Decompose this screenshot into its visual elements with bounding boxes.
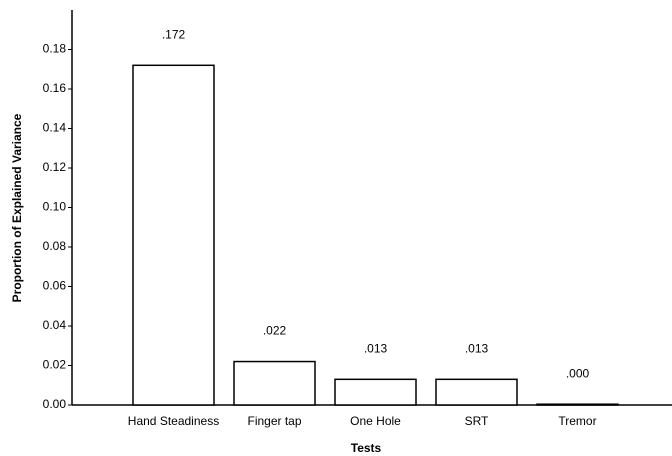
y-tick-label: 0.14 [43, 121, 67, 135]
x-tick-label: One Hole [350, 414, 401, 428]
y-tick-label: 0.16 [43, 81, 67, 95]
value-label: .000 [566, 366, 590, 380]
bar [132, 64, 215, 406]
bar [334, 378, 417, 406]
value-label: .172 [162, 27, 186, 41]
value-label: .013 [364, 341, 388, 355]
value-label: .013 [465, 341, 489, 355]
bar [536, 403, 619, 406]
y-tick-label: 0.08 [43, 239, 67, 253]
y-tick-label: 0.04 [43, 318, 67, 332]
x-tick-label: SRT [465, 414, 489, 428]
x-tick-label: Hand Steadiness [128, 414, 219, 428]
y-tick-label: 0.06 [43, 279, 67, 293]
y-tick-label: 0.00 [43, 397, 67, 411]
x-tick-label: Finger tap [247, 414, 301, 428]
y-tick-label: 0.18 [43, 42, 67, 56]
y-tick-label: 0.10 [43, 200, 67, 214]
value-label: .022 [263, 324, 287, 338]
bar [233, 360, 316, 406]
y-axis-label: Proportion of Explained Variance [10, 113, 24, 302]
y-tick-label: 0.02 [43, 358, 67, 372]
x-axis-label: Tests [351, 441, 382, 455]
bar [435, 378, 518, 406]
y-tick-label: 0.12 [43, 160, 67, 174]
x-tick-label: Tremor [558, 414, 596, 428]
